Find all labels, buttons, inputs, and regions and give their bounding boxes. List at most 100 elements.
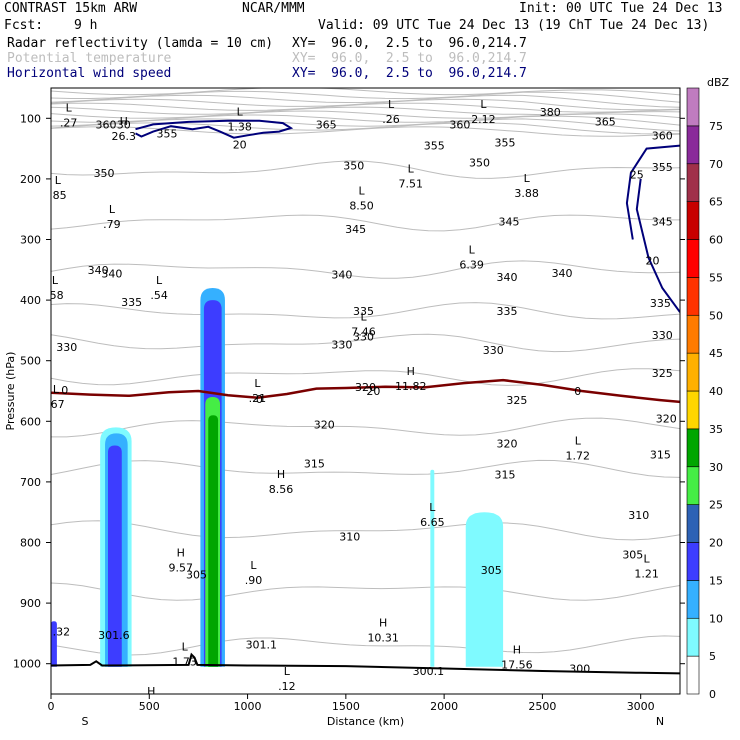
theta-label: 355 [424,140,445,153]
extremum-marker: L [53,383,60,396]
colorbar-label: 75 [709,120,723,133]
theta-contour [51,160,680,179]
x-end-label-left: S [82,715,89,728]
radar-cell [208,415,219,667]
x-tick-label: 3000 [627,700,655,713]
y-tick-label: 600 [20,415,41,428]
radar-cell [430,469,435,667]
theta-label: 340 [497,271,518,284]
theta-contour [51,302,680,320]
extremum-marker: L [429,501,436,514]
theta-label: 330 [483,344,504,357]
theta-label: 340 [331,269,352,282]
extremum-value: 1.38 [227,121,252,134]
colorbar-label: 40 [709,385,723,398]
theta-label: 325 [506,394,527,407]
extremum-marker: H [513,644,521,657]
terrain-line [51,652,680,675]
colorbar-label: 5 [709,650,716,663]
extremum-marker: H [277,468,285,481]
x-tick-label: 0 [48,700,55,713]
theta-contour [51,333,680,353]
extremum-marker: L [358,184,365,197]
theta-label: 330 [331,338,352,351]
theta-label: 320 [314,418,335,431]
theta-label: 335 [353,305,374,318]
colorbar-cell [686,352,700,392]
extremum-value: .85 [49,189,67,202]
extremum-value: 7.46 [351,325,376,338]
theta-contour [51,214,680,232]
colorbar-cell [686,163,700,202]
wind-label: 25 [630,169,644,182]
theta-upper-contour [51,118,680,132]
theta-label: 360 [96,118,117,131]
theta-label: 380 [540,106,561,119]
x-tick-label: 500 [139,700,160,713]
wind-label: 30 [117,118,131,131]
colorbar-cell [686,87,700,127]
colorbar-label: 20 [709,537,723,550]
colorbar-cell [686,466,700,505]
theta-label: 330 [652,329,673,342]
extremum-marker: L [237,106,244,119]
theta-upper-contour [51,110,680,119]
theta-upper-contour [51,102,680,113]
theta-contour [51,582,680,601]
colorbar-label: 25 [709,499,723,512]
theta-upper-contour [51,98,680,111]
extremum-value: .21 [249,392,267,405]
valid-time: Valid: 09 UTC Tue 24 Dec 13 (19 ChT Tue … [318,18,710,33]
extremum-marker: H [120,115,128,128]
extremum-marker: L [182,641,189,654]
extremum-marker: L [55,174,62,187]
theta-label: 365 [595,115,616,128]
extremum-marker: L [469,244,476,257]
field-theta-xy: XY= 96.0, 2.5 to 96.0,214.7 [292,51,527,66]
model-title: CONTRAST 15km ARW [4,1,138,16]
colorbar-label: 50 [709,309,723,322]
theta-label: 350 [469,157,490,170]
colorbar-label: 65 [709,196,723,209]
zero-c-label: 20 [366,385,380,398]
theta-label: 330 [353,330,374,343]
colorbar-cell [686,428,700,468]
extremum-marker: L [360,310,367,323]
colorbar-cell [686,277,700,316]
radar-cell [465,512,504,667]
colorbar-cell [686,201,700,240]
zero-c-label: 0 [61,384,68,397]
colorbar-cell [686,125,700,165]
y-tick-label: 800 [20,537,41,550]
extremum-marker: L [156,274,163,287]
field-reflectivity-xy: XY= 96.0, 2.5 to 96.0,214.7 [292,36,527,51]
theta-upper-contour [51,126,680,137]
theta-upper-contour [51,88,680,96]
radar-cell [51,621,57,667]
colorbar-cell [686,239,700,278]
theta-label: 345 [652,215,673,228]
extremum-value: 7.51 [398,177,423,190]
colorbar-label: 0 [709,688,716,701]
theta-label: 360 [652,129,673,142]
extremum-value: 11.82 [395,380,427,393]
theta-label: 301.1 [246,638,278,651]
y-tick-label: 100 [20,112,41,125]
center-title: NCAR/MMM [242,1,305,16]
x-axis-label: Distance (km) [327,715,404,728]
extremum-marker: L [575,435,582,448]
extremum-marker: L [408,162,415,175]
field-wind-name: Horizontal wind speed [7,66,172,81]
extremum-marker: L [284,665,291,678]
extremum-value: 2.32 [46,625,71,638]
y-tick-label: 900 [20,597,41,610]
theta-label: 315 [650,449,671,462]
y-tick-label: 700 [20,476,41,489]
zero-c-label: 0 [256,393,263,406]
wind-contour-20 [135,119,294,139]
extremum-value: .90 [245,574,263,587]
colorbar-label: 15 [709,574,723,587]
x-end-label-right: N [656,715,664,728]
extremum-value: 1.72 [566,450,591,463]
field-reflectivity-name: Radar reflectivity (lamda = 10 cm) [7,36,274,51]
